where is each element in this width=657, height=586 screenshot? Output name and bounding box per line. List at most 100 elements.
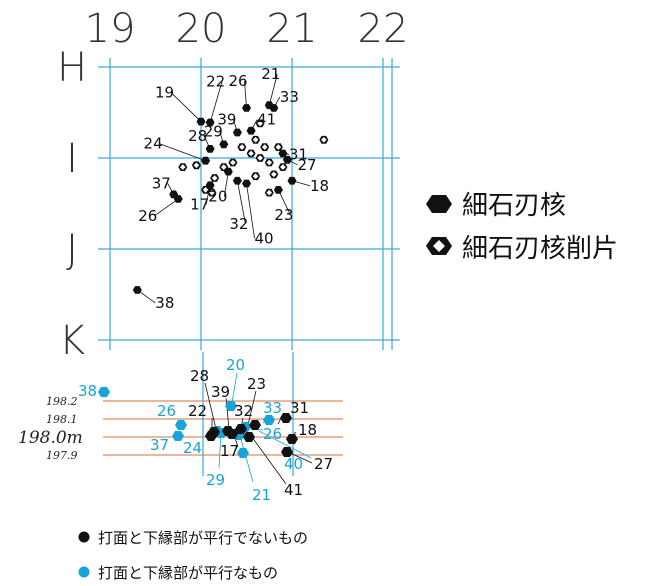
flake-mark: [273, 143, 283, 151]
core-mark: [278, 149, 288, 158]
section-blue-label-26-right: 26: [263, 425, 282, 443]
section-label-28: 28: [190, 367, 209, 385]
core-mark: [273, 186, 283, 194]
core-mark: [232, 176, 242, 185]
flake-mark: [260, 143, 270, 151]
black-dot-icon: [78, 531, 90, 543]
flake-mark: [264, 188, 274, 197]
core-label: 26: [229, 72, 248, 90]
core-mark: [205, 181, 215, 190]
core-mark: [196, 117, 206, 126]
section-black-23: [249, 420, 261, 430]
elevation-198-0: 198.0m: [18, 428, 83, 448]
plan-cores: [132, 101, 297, 294]
section-black-18: [286, 434, 298, 444]
core-mark: [205, 118, 215, 127]
flake-mark: [207, 188, 217, 197]
column-label: 21: [267, 6, 318, 52]
section-blue-26-left: [175, 420, 187, 430]
core-mark: [205, 145, 215, 153]
plan-column-labels: 19 20 21 22: [85, 6, 409, 52]
flake-mark: [319, 135, 329, 144]
elevation-198-1: 198.1: [46, 413, 78, 426]
core-label: 24: [144, 135, 163, 153]
core-label: 29: [204, 122, 223, 140]
section-blue-37: [172, 431, 184, 441]
bottom-legend: 打面と下縁部が平行でないもの 打面と下縁部が平行なもの: [78, 529, 308, 582]
column-label: 22: [358, 6, 409, 52]
flake-mark: [264, 158, 274, 167]
core-mark: [246, 126, 256, 135]
core-label: 23: [274, 206, 293, 224]
core-mark: [219, 140, 229, 149]
section-blue-label-40: 40: [284, 455, 303, 473]
row-label: H: [57, 45, 87, 91]
legend-parallel-text: 打面と下縁部が平行なもの: [98, 564, 278, 582]
flake-mark: [255, 154, 265, 162]
blue-dot-icon: [78, 566, 90, 578]
leader-line: [223, 171, 229, 197]
leader-line: [237, 180, 246, 224]
flake-mark: [237, 143, 247, 151]
section-elevation-lines: [103, 352, 343, 476]
flake-mark: [278, 163, 288, 171]
core-mark: [269, 104, 279, 112]
legend-nonparallel-text: 打面と下縁部が平行でないもの: [98, 529, 308, 547]
leader-line: [277, 189, 291, 216]
core-label: 37: [152, 174, 171, 192]
section-label-18: 18: [298, 421, 317, 439]
core-mark: [223, 167, 233, 176]
core-symbol-icon: [426, 195, 452, 213]
section-blue-33: [263, 415, 275, 425]
section-symbols: [98, 387, 298, 458]
leader-line: [159, 143, 206, 162]
section-labels: 28 39 23 22 32 31 18 17 27 41 20 38 26 3…: [78, 356, 333, 504]
core-label: 18: [310, 177, 329, 195]
core-label: 38: [155, 294, 174, 312]
core-mark: [242, 104, 251, 112]
row-label: I: [66, 136, 78, 182]
leader-line: [246, 183, 255, 239]
core-mark: [287, 176, 297, 185]
section-blue-label-24: 24: [183, 439, 202, 457]
section-label-23: 23: [247, 375, 266, 393]
leader-line: [244, 80, 247, 108]
section-label-39: 39: [211, 383, 230, 401]
core-label: 32: [229, 215, 248, 233]
core-label: 41: [257, 111, 276, 129]
section-blue-label-33: 33: [263, 399, 282, 417]
section-blue-label-20: 20: [226, 356, 245, 374]
section-label-22: 22: [188, 402, 207, 420]
leader-line: [154, 198, 179, 217]
flake-mark: [191, 161, 201, 170]
section-black-17: [226, 429, 238, 439]
core-mark: [242, 179, 251, 188]
leader-line: [268, 74, 278, 106]
section-blue-label-29: 29: [206, 471, 225, 489]
section-blue-38: [98, 387, 110, 397]
core-mark: [132, 286, 142, 294]
core-label: 21: [261, 65, 280, 83]
section-blue-20: [225, 401, 237, 411]
elevation-197-9: 197.9: [46, 449, 78, 462]
section-label-31: 31: [290, 399, 309, 417]
plan-leader-lines: [137, 74, 311, 304]
flake-mark: [246, 149, 256, 158]
legend: 細石刃核 細石刃核削片: [426, 191, 618, 264]
section-black-31: [280, 413, 292, 423]
core-label: 28: [188, 127, 207, 145]
legend-flake-label: 細石刃核削片: [462, 234, 618, 264]
legend-core-label: 細石刃核: [462, 191, 566, 221]
section-blue-label-37: 37: [150, 436, 169, 454]
flake-mark: [210, 174, 220, 182]
section-label-32: 32: [234, 402, 253, 420]
section-blue-label-38: 38: [78, 382, 97, 400]
flake-mark: [251, 172, 261, 181]
flake-mark: [255, 119, 265, 128]
section-black-41: [243, 432, 255, 442]
flake-mark: [251, 135, 261, 144]
plan-grid: [98, 58, 400, 350]
